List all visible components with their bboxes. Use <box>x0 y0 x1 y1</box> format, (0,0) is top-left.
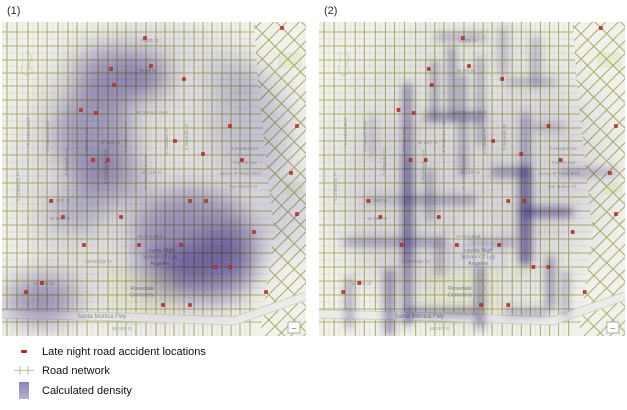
legend-item-road-network: Road network <box>6 361 326 380</box>
panel-1-label: (1) <box>7 5 21 17</box>
panel-2-label: (2) <box>324 5 338 17</box>
legend-item-accidents: Late night road accident locations <box>6 342 326 361</box>
svg-text:Santa Monica Fwy: Santa Monica Fwy <box>77 314 126 320</box>
svg-text:–: – <box>292 324 297 333</box>
svg-text:W 18th St: W 18th St <box>112 326 133 331</box>
legend-item-density: Calculated density <box>6 380 326 401</box>
accident-point-icon <box>21 350 27 353</box>
road-network-icon <box>14 366 34 375</box>
legend-accidents-label: Late night road accident locations <box>42 345 206 358</box>
attribution-toggle[interactable]: – <box>287 321 301 334</box>
legend-density-label: Calculated density <box>42 384 132 397</box>
legend: Late night road accident locations Road … <box>6 342 326 401</box>
legend-road-network-label: Road network <box>42 364 110 377</box>
svg-text:W 17th St: W 17th St <box>351 281 372 286</box>
density-swatch-icon <box>19 382 29 399</box>
svg-text:Santa Monica Fwy: Santa Monica Fwy <box>394 314 444 320</box>
svg-text:W 18th St: W 18th St <box>430 326 451 331</box>
svg-text:–: – <box>611 324 616 333</box>
attribution-toggle[interactable]: – <box>606 321 620 334</box>
